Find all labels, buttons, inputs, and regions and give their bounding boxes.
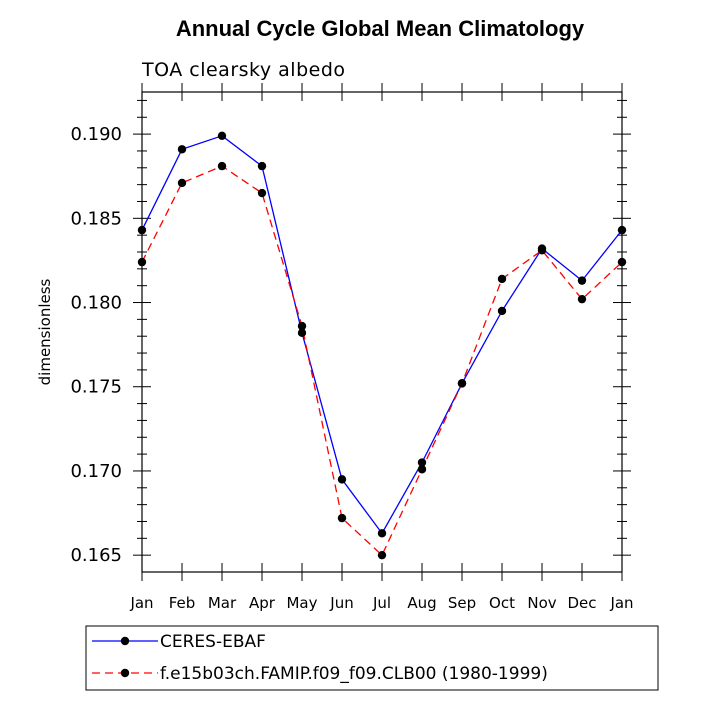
y-tick-label: 0.190: [70, 124, 122, 145]
series-layer: [137, 131, 627, 560]
series-0-point: [257, 161, 267, 171]
series-1-point: [577, 294, 587, 304]
y-tick-label: 0.170: [70, 461, 122, 482]
legend-marker-1: [120, 668, 130, 678]
series-line-0: [141, 135, 623, 535]
series-1-point: [177, 178, 187, 188]
x-tick-label: Oct: [489, 594, 515, 612]
x-tick-label: Feb: [169, 594, 196, 612]
y-tick-label: 0.185: [70, 208, 122, 229]
series-0-point: [137, 225, 147, 235]
legend-box: [85, 625, 659, 691]
legend-label-1: f.e15b03ch.FAMIP.f09_f09.CLB00 (1980-199…: [160, 664, 548, 684]
series-0-point: [577, 276, 587, 285]
legend-label-0: CERES-EBAF: [160, 632, 266, 652]
series-0-point: [617, 225, 627, 235]
y-tick-label: 0.180: [70, 293, 122, 314]
x-tick-label: Jul: [372, 594, 391, 612]
series-1-point: [497, 274, 507, 284]
series-1-point: [617, 257, 627, 267]
series-0-point: [417, 458, 427, 467]
series-1-point: [417, 465, 427, 474]
x-tick-label: Aug: [407, 594, 436, 612]
x-tick-label: Jan: [609, 594, 633, 612]
series-1-point: [257, 188, 267, 198]
y-tick-label: 0.175: [70, 377, 122, 398]
series-0-point: [297, 328, 307, 338]
series-1-point: [297, 321, 307, 331]
series-0-point: [177, 145, 187, 154]
x-tick-label: Nov: [527, 594, 556, 612]
x-tick-label: May: [286, 594, 317, 612]
y-tick-label: 0.165: [70, 545, 122, 566]
y-axis-label: dimensionless: [36, 278, 54, 385]
x-tick-label: Apr: [249, 594, 276, 612]
series-line-1: [141, 165, 623, 557]
plot-axes: 0.165 0.170 0.175 0.180 0.185 0.190 Jan Feb Mar A…: [70, 83, 634, 612]
x-tick-label: Jan: [129, 594, 153, 612]
series-1-point: [337, 513, 347, 523]
chart-title: Annual Cycle Global Mean Climatology: [176, 16, 585, 41]
series-0-point: [217, 131, 227, 140]
series-0-point: [497, 306, 507, 316]
plot-frame: [141, 91, 623, 573]
x-tick-label: Sep: [448, 594, 476, 612]
x-tick-label: Mar: [208, 594, 237, 612]
series-0-point: [337, 475, 347, 484]
legend: CERES-EBAF f.e15b03ch.FAMIP.f09_f09.CLB00…: [85, 625, 659, 691]
series-1-point: [377, 550, 387, 560]
x-tick-label: Jun: [329, 594, 353, 612]
legend-marker-0: [120, 636, 130, 646]
series-1-point: [537, 246, 547, 255]
series-1-point: [457, 379, 467, 388]
chart-subtitle: TOA clearsky albedo: [141, 59, 346, 81]
series-0-point: [377, 529, 387, 538]
series-1-point: [137, 257, 147, 267]
x-tick-label: Dec: [567, 594, 596, 612]
series-1-point: [217, 161, 227, 171]
